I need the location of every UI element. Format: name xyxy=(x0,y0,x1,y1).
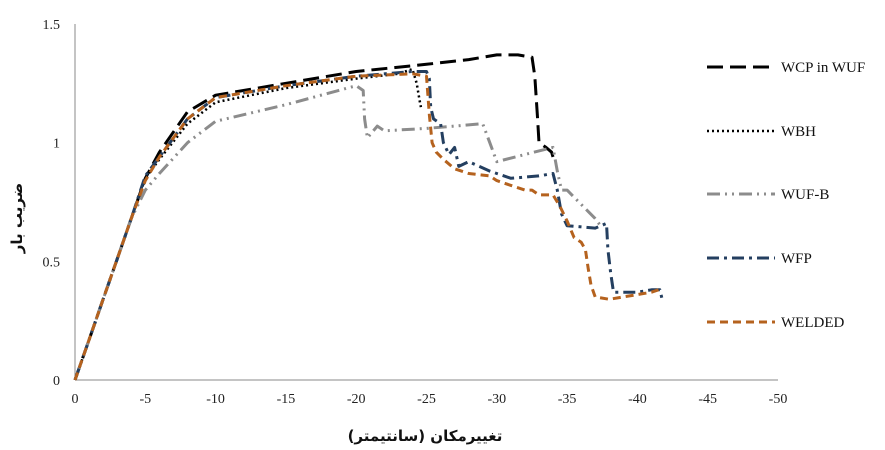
x-tick-label: 0 xyxy=(72,392,79,407)
x-tick-label: -45 xyxy=(698,392,717,407)
y-tick-label: 0.5 xyxy=(43,255,61,270)
x-tick-label: -50 xyxy=(769,392,788,407)
x-tick-label: -20 xyxy=(347,392,366,407)
legend-label-wuf-b: WUF-B xyxy=(781,187,829,203)
legend: WCP in WUF WBH WUF-B WFP WELDED xyxy=(707,60,865,331)
x-tick-label: -30 xyxy=(487,392,506,407)
y-axis-title: ضریب بار xyxy=(8,183,26,254)
legend-label-wcp-in-wuf: WCP in WUF xyxy=(781,60,865,76)
series-line-welded xyxy=(73,72,659,381)
series-line-wuf-b xyxy=(73,84,604,381)
x-tick-label: -10 xyxy=(206,392,225,407)
x-axis-title: تغییرمکان (سانتیمتر) xyxy=(348,427,503,445)
x-tick-label: -35 xyxy=(558,392,577,407)
series-line-wcp-in-wuf xyxy=(73,53,555,381)
axes xyxy=(74,24,778,381)
x-tick-label: -40 xyxy=(628,392,647,407)
legend-label-welded: WELDED xyxy=(781,315,844,331)
series-line-wfp xyxy=(73,70,665,381)
y-tick-labels: 0 0.5 1 1.5 xyxy=(43,18,61,389)
y-tick-label: 1 xyxy=(53,137,60,152)
legend-label-wbh: WBH xyxy=(781,124,816,140)
y-tick-label: 0 xyxy=(53,374,60,389)
x-tick-label: -25 xyxy=(417,392,436,407)
x-tick-labels: 0 -5 -10 -15 -20 -25 -30 -35 -40 -45 -50 xyxy=(72,392,788,407)
series-line-wbh xyxy=(73,67,423,381)
x-tick-label: -15 xyxy=(277,392,296,407)
legend-label-wfp: WFP xyxy=(781,251,812,267)
x-tick-label: -5 xyxy=(139,392,151,407)
y-tick-label: 1.5 xyxy=(43,18,61,33)
series-layer xyxy=(73,53,665,381)
